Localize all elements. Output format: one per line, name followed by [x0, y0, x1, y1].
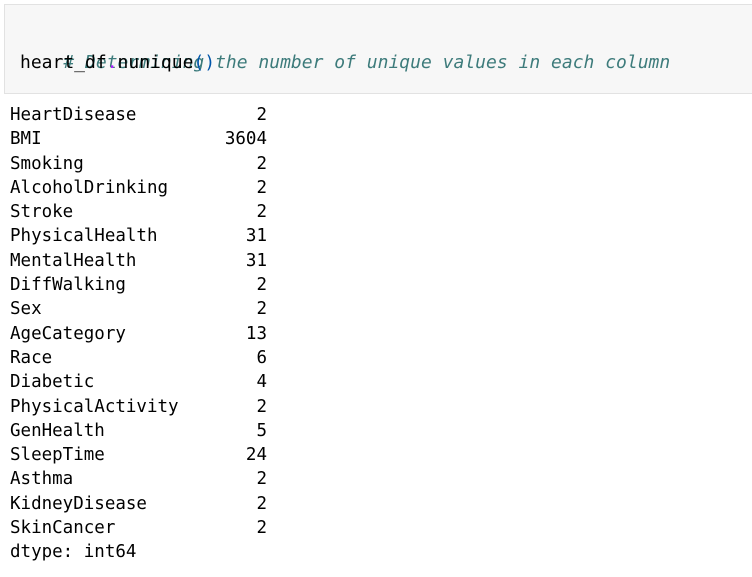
output-row-value: 2: [256, 105, 267, 125]
output-row-value: 2: [256, 518, 267, 539]
output-row-value: 4: [256, 372, 267, 393]
output-row: Smoking 2: [10, 152, 710, 176]
code-method: nunique: [117, 52, 194, 73]
output-row-value: 3604: [224, 129, 267, 150]
output-row-label: MentalHealth: [10, 250, 137, 271]
output-row-value: 6: [256, 347, 267, 368]
output-row-label: Race: [10, 347, 53, 368]
output-row-label: BMI: [10, 129, 42, 150]
output-row-value: 2: [256, 177, 267, 198]
output-row-label: PhysicalHealth: [10, 226, 158, 247]
output-row-label: SkinCancer: [10, 518, 116, 539]
output-row: Diabetic 4: [10, 370, 710, 394]
code-parens: (): [193, 52, 216, 73]
output-row: SleepTime 24: [10, 443, 710, 467]
code-input-cell[interactable]: # Determining the number of unique value…: [4, 4, 752, 94]
output-row-label: PhysicalActivity: [10, 396, 179, 417]
output-row-label: HeartDisease: [10, 105, 137, 125]
output-row: Stroke 2: [10, 200, 710, 224]
output-row: GenHealth 5: [10, 419, 710, 443]
code-comment-line: # Determining the number of unique value…: [20, 27, 670, 99]
output-row: HeartDisease 2: [10, 103, 710, 127]
output-row-value: 2: [256, 275, 267, 296]
code-comment: # Determining the number of unique value…: [63, 52, 671, 73]
output-row-label: Smoking: [10, 153, 84, 174]
code-variable: heart_df: [20, 52, 107, 73]
output-row-value: 2: [256, 153, 267, 174]
output-dtype: dtype: int64: [10, 542, 137, 563]
output-row: PhysicalHealth 31: [10, 224, 710, 248]
output-row-label: AgeCategory: [10, 323, 126, 344]
output-row-label: DiffWalking: [10, 275, 126, 296]
output-row: Asthma 2: [10, 467, 710, 491]
output-row-label: Diabetic: [10, 372, 95, 393]
output-row-value: 13: [245, 323, 267, 344]
output-row-value: 2: [256, 396, 267, 417]
output-row-label: Sex: [10, 299, 42, 320]
output-row-value: 31: [245, 250, 267, 271]
output-row: BMI 3604: [10, 127, 710, 151]
output-row-label: SleepTime: [10, 445, 105, 466]
output-row-label: KidneyDisease: [10, 493, 147, 514]
output-series: HeartDisease 2 BMI 3604 Smoking 2 AlcoholDrink…: [10, 103, 710, 540]
output-row-label: Stroke: [10, 202, 74, 223]
output-row-value: 2: [256, 493, 267, 514]
output-row: Race 6: [10, 346, 710, 370]
output-row-value: 5: [256, 420, 267, 441]
output-row-value: 2: [256, 469, 267, 490]
output-row: PhysicalActivity 2: [10, 395, 710, 419]
output-row: AlcoholDrinking 2: [10, 176, 710, 200]
output-row: MentalHealth 31: [10, 249, 710, 273]
output-row-label: AlcoholDrinking: [10, 177, 169, 198]
output-row-value: 2: [256, 202, 267, 223]
output-row: Sex 2: [10, 297, 710, 321]
output-row-label: GenHealth: [10, 420, 105, 441]
output-row-label: Asthma: [10, 469, 74, 490]
output-row-value: 24: [245, 445, 267, 466]
code-dot: .: [106, 52, 118, 73]
output-row: KidneyDisease 2: [10, 492, 710, 516]
output-row: SkinCancer 2: [10, 516, 710, 540]
cell-output: HeartDisease 2 BMI 3604 Smoking 2 AlcoholDrink…: [10, 103, 710, 565]
output-row: DiffWalking 2: [10, 273, 710, 297]
output-row-value: 31: [245, 226, 267, 247]
output-row-value: 2: [256, 299, 267, 320]
output-row: AgeCategory 13: [10, 322, 710, 346]
code-statement-line: heart_df.nunique(): [20, 51, 215, 75]
